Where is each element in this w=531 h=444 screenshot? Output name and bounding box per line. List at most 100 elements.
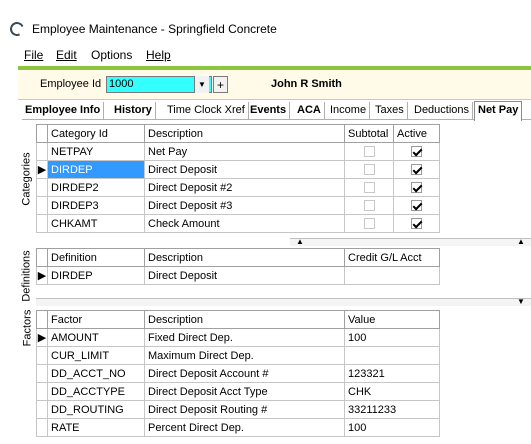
factor-cell[interactable]: RATE [47, 418, 145, 437]
menu-file[interactable]: File [24, 48, 44, 62]
table-row[interactable]: CHKAMT Check Amount [36, 214, 440, 233]
add-employee-button[interactable]: + [213, 76, 228, 93]
description-cell[interactable]: Direct Deposit [144, 160, 345, 179]
description-cell[interactable]: Direct Deposit #2 [144, 178, 345, 197]
description-cell[interactable]: Net Pay [144, 142, 345, 161]
tab-net-pay[interactable]: Net Pay [474, 101, 523, 121]
table-row[interactable]: DD_ROUTING Direct Deposit Routing # 3321… [36, 400, 440, 419]
tab-aca[interactable]: ACA [294, 102, 325, 120]
col-description[interactable]: Description [144, 310, 345, 329]
active-checkbox[interactable] [411, 164, 422, 176]
current-row-arrow-icon: ▶ [37, 270, 47, 282]
description-cell[interactable]: Direct Deposit Routing # [144, 400, 345, 419]
col-category-id[interactable]: Category Id [47, 124, 145, 143]
definition-cell[interactable]: DIRDEP [47, 266, 145, 285]
row-indicator: ▶ [36, 328, 48, 347]
table-row[interactable]: DD_ACCT_NO Direct Deposit Account # 1233… [36, 364, 440, 383]
subtotal-cell[interactable] [344, 142, 394, 161]
value-cell[interactable]: CHK [344, 382, 440, 401]
active-checkbox[interactable] [411, 218, 422, 230]
active-cell[interactable] [393, 142, 440, 161]
window-title: Employee Maintenance - Springfield Concr… [32, 22, 277, 36]
description-cell[interactable]: Direct Deposit [144, 266, 345, 285]
category-id-cell[interactable]: NETPAY [47, 142, 145, 161]
factor-cell[interactable]: CUR_LIMIT [47, 346, 145, 365]
subtotal-checkbox[interactable] [363, 200, 375, 212]
row-indicator [36, 364, 48, 383]
splitter-categories[interactable]: ▲ ▲ [290, 237, 531, 246]
active-cell[interactable] [393, 214, 440, 233]
description-cell[interactable]: Check Amount [144, 214, 345, 233]
table-row[interactable]: DD_ACCTYPE Direct Deposit Acct Type CHK [36, 382, 440, 401]
plus-icon: + [216, 77, 224, 92]
definitions-grid: Definition Description Credit G/L Acct ▶… [36, 248, 440, 285]
description-cell[interactable]: Direct Deposit #3 [144, 196, 345, 215]
table-row[interactable]: CUR_LIMIT Maximum Direct Dep. [36, 346, 440, 365]
value-cell[interactable]: 100 [344, 328, 440, 347]
factor-cell[interactable]: AMOUNT [47, 328, 145, 347]
splitter-definitions[interactable]: ▼ [36, 297, 531, 306]
subtotal-cell[interactable] [344, 214, 394, 233]
value-cell[interactable]: 33211233 [344, 400, 440, 419]
active-cell[interactable] [393, 160, 440, 179]
factor-cell[interactable]: DD_ACCTYPE [47, 382, 145, 401]
description-cell[interactable]: Percent Direct Dep. [144, 418, 345, 437]
table-row[interactable]: ▶ DIRDEP Direct Deposit [36, 160, 440, 179]
table-row[interactable]: RATE Percent Direct Dep. 100 [36, 418, 440, 437]
table-row[interactable]: DIRDEP2 Direct Deposit #2 [36, 178, 440, 197]
row-indicator: ▶ [36, 160, 48, 179]
description-cell[interactable]: Fixed Direct Dep. [144, 328, 345, 347]
col-description[interactable]: Description [144, 248, 345, 267]
category-id-cell[interactable]: DIRDEP [47, 160, 145, 179]
credit-gl-cell[interactable] [344, 266, 440, 285]
tab-income[interactable]: Income [327, 102, 371, 120]
description-cell[interactable]: Direct Deposit Acct Type [144, 382, 345, 401]
active-checkbox[interactable] [411, 182, 422, 194]
active-cell[interactable] [393, 196, 440, 215]
employee-id-field[interactable]: 1000 [106, 76, 212, 93]
col-credit-gl-acct[interactable]: Credit G/L Acct [344, 248, 440, 267]
value-cell[interactable] [344, 346, 440, 365]
subtotal-cell[interactable] [344, 160, 394, 179]
value-cell[interactable]: 123321 [344, 364, 440, 383]
subtotal-cell[interactable] [344, 196, 394, 215]
active-checkbox[interactable] [411, 200, 422, 212]
col-value[interactable]: Value [344, 310, 440, 329]
subtotal-cell[interactable] [344, 178, 394, 197]
tab-taxes[interactable]: Taxes [372, 102, 408, 120]
active-checkbox[interactable] [411, 146, 422, 158]
table-row[interactable]: DIRDEP3 Direct Deposit #3 [36, 196, 440, 215]
table-row[interactable]: ▶ DIRDEP Direct Deposit [36, 266, 440, 285]
category-id-cell[interactable]: DIRDEP2 [47, 178, 145, 197]
tab-employee-info[interactable]: Employee Info [22, 102, 105, 120]
description-cell[interactable]: Maximum Direct Dep. [144, 346, 345, 365]
col-description[interactable]: Description [144, 124, 345, 143]
tab-history[interactable]: History [111, 102, 156, 120]
col-subtotal[interactable]: Subtotal [344, 124, 394, 143]
table-row[interactable]: ▶ AMOUNT Fixed Direct Dep. 100 [36, 328, 440, 347]
col-definition[interactable]: Definition [47, 248, 145, 267]
factor-cell[interactable]: DD_ROUTING [47, 400, 145, 419]
subtotal-checkbox[interactable] [363, 146, 375, 158]
col-factor[interactable]: Factor [47, 310, 145, 329]
subtotal-checkbox[interactable] [363, 182, 375, 194]
subtotal-checkbox[interactable] [363, 164, 375, 176]
tab-time-clock-xref[interactable]: Time Clock Xref [164, 102, 249, 120]
category-id-cell[interactable]: CHKAMT [47, 214, 145, 233]
row-indicator [36, 248, 48, 267]
menu-help[interactable]: Help [146, 48, 171, 62]
category-id-cell[interactable]: DIRDEP3 [47, 196, 145, 215]
tab-deductions[interactable]: Deductions [411, 102, 474, 120]
subtotal-checkbox[interactable] [363, 218, 375, 230]
value-cell[interactable]: 100 [344, 418, 440, 437]
row-indicator [36, 196, 48, 215]
employee-dropdown-button[interactable]: ▼ [194, 76, 209, 93]
active-cell[interactable] [393, 178, 440, 197]
factor-cell[interactable]: DD_ACCT_NO [47, 364, 145, 383]
menu-options[interactable]: Options [91, 48, 133, 62]
col-active[interactable]: Active [393, 124, 440, 143]
table-row[interactable]: NETPAY Net Pay [36, 142, 440, 161]
tab-events[interactable]: Events [247, 102, 291, 120]
description-cell[interactable]: Direct Deposit Account # [144, 364, 345, 383]
menu-edit[interactable]: Edit [56, 48, 77, 62]
